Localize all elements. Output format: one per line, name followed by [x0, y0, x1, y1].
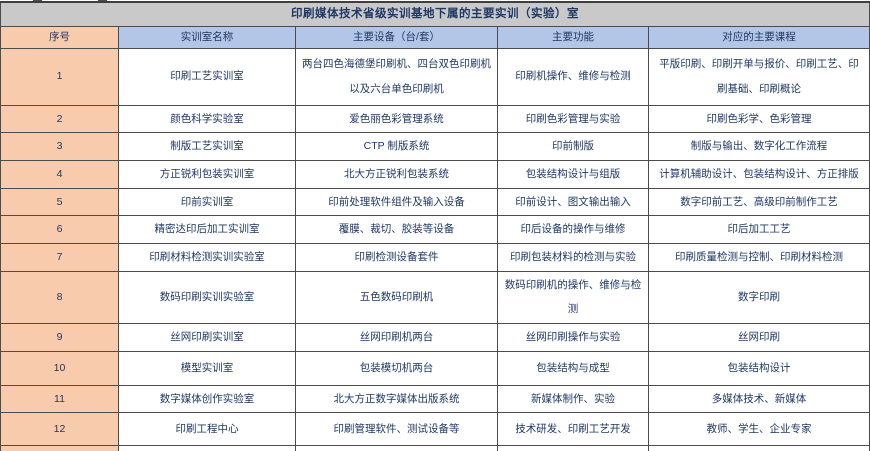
table-row: 2 颜色科学实验室 爱色丽色彩管理系统 印刷色彩管理与实验 印刷色彩学、色彩管理 [0, 104, 870, 134]
header-equipment: 主要设备（台/套） [295, 25, 498, 49]
cell-room-name: 印前实训室 [118, 187, 296, 217]
cell-courses: 多媒体技术、新媒体 [647, 384, 870, 414]
header-room-name: 实训室名称 [118, 25, 296, 49]
table-row: 8 数码印刷实训实验室 五色数码印刷机 数码印刷机的操作、维修与检测 数字印刷 [0, 270, 870, 324]
cell-functions: 技术研发、印刷工艺开发 [497, 412, 649, 447]
cell-no: 7 [0, 242, 119, 272]
table-title-row: 印刷媒体技术省级实训基地下属的主要实训（实验）室 [0, 1, 870, 27]
cell-courses: 数字印刷 [647, 270, 870, 324]
cell-courses: 学生、教师、社会团体 [647, 445, 870, 451]
table-body: 1 印刷工艺实训室 两台四色海德堡印刷机、四台双色印刷机以及六台单色印刷机 印刷机操作… [0, 47, 870, 451]
table-row: 10 模型实训室 包装模切机两台 包装结构与成型 包装结构设计 [0, 350, 870, 386]
cell-equipment: 印刷检测设备套件 [295, 242, 498, 272]
cell-equipment: 丝网印刷机两台 [295, 322, 498, 352]
cell-no: 10 [0, 350, 119, 386]
cell-room-name: 模型实训室 [118, 350, 296, 386]
cell-no: 4 [0, 159, 119, 189]
cell-room-name: 广州广科彩色印务有限公司 [118, 445, 296, 451]
cell-courses: 数字印前工艺、高级印前制作工艺 [647, 187, 870, 217]
cell-equipment: 覆膜、裁切、胶装等设备 [295, 215, 498, 244]
cell-no: 1 [0, 47, 119, 106]
table-row: 13广州广科彩色印务有限公司基于 11 个实训室设备实训、实验、生产、技能培养与… [0, 445, 870, 451]
cell-room-name: 制版工艺实训室 [118, 132, 296, 161]
cell-courses: 计算机辅助设计、包装结构设计、方正排版 [647, 159, 870, 189]
cell-no: 6 [0, 215, 119, 244]
cell-no: 8 [0, 270, 119, 324]
table-row: 3 制版工艺实训室 CTP 制版系统 印前制版 制版与输出、数字化工作流程 [0, 132, 870, 161]
cell-room-name: 印刷工程中心 [118, 412, 296, 447]
cell-no: 3 [0, 132, 119, 161]
cell-equipment: 包装模切机两台 [295, 350, 498, 386]
table-row: 11 数字媒体创作实验室 北大方正数字媒体出版系统 新媒体制作、实验 多媒体技术、新媒体 [0, 384, 870, 414]
cell-no: 12 [0, 412, 119, 447]
table-row: 1 印刷工艺实训室 两台四色海德堡印刷机、四台双色印刷机以及六台单色印刷机 印刷机操作… [0, 47, 870, 106]
cell-courses: 包装结构设计 [647, 350, 870, 386]
cell-equipment: 五色数码印刷机 [295, 270, 498, 324]
cell-room-name: 颜色科学实验室 [118, 104, 296, 134]
cell-equipment: 爱色丽色彩管理系统 [295, 104, 498, 134]
cell-no: 5 [0, 187, 119, 217]
cell-room-name: 丝网印刷实训室 [118, 322, 296, 352]
cell-functions: 印后设备的操作与维修 [497, 215, 649, 244]
cell-functions: 印前设计、图文输出输入 [497, 187, 649, 217]
cell-equipment: CTP 制版系统 [295, 132, 498, 161]
cell-room-name: 印刷工艺实训室 [118, 47, 296, 106]
cell-room-name: 方正锐利包装实训室 [118, 159, 296, 189]
cell-room-name: 印刷材料检测实训实验室 [118, 242, 296, 272]
cell-functions: 印刷色彩管理与实验 [497, 104, 649, 134]
header-courses: 对应的主要课程 [647, 25, 870, 49]
cell-functions: 新媒体制作、实验 [497, 384, 649, 414]
cell-equipment: 基于 11 个实训室设备 [295, 445, 498, 451]
cell-courses: 平版印刷、印刷开单与报价、印刷工艺、印刷基础、印刷概论 [647, 47, 870, 106]
cell-functions: 实训、实验、生产、技能培养与鉴定 [497, 445, 649, 451]
cell-functions: 印刷包装材料的检测与实验 [497, 242, 649, 272]
cell-equipment: 北大方正锐利包装系统 [295, 159, 498, 189]
cell-equipment: 两台四色海德堡印刷机、四台双色印刷机以及六台单色印刷机 [295, 47, 498, 106]
cell-courses: 丝网印刷 [647, 322, 870, 352]
cell-functions: 包装结构设计与组版 [497, 159, 649, 189]
cell-equipment: 北大方正数字媒体出版系统 [295, 384, 498, 414]
table-row: 12 印刷工程中心 印刷管理软件、测试设备等 技术研发、印刷工艺开发 教师、学生、企业专… [0, 412, 870, 447]
header-no: 序号 [0, 25, 119, 49]
cell-no: 9 [0, 322, 119, 352]
cell-functions: 印刷机操作、维修与检测 [497, 47, 649, 106]
cell-functions: 包装结构与成型 [497, 350, 649, 386]
table-title: 印刷媒体技术省级实训基地下属的主要实训（实验）室 [0, 1, 870, 27]
table-header-row: 序号 实训室名称 主要设备（台/套） 主要功能 对应的主要课程 [0, 25, 870, 49]
cell-equipment: 印前处理软件组件及输入设备 [295, 187, 498, 217]
table-row: 6 精密达印后加工实训室 覆膜、裁切、胶装等设备 印后设备的操作与维修 印后加工工艺 [0, 215, 870, 244]
cell-room-name: 数字媒体创作实验室 [118, 384, 296, 414]
cell-courses: 印后加工工艺 [647, 215, 870, 244]
cell-no: 13 [0, 445, 119, 451]
table-row: 5 印前实训室 印前处理软件组件及输入设备 印前设计、图文输出输入 数字印前工艺、高级印… [0, 187, 870, 217]
cell-courses: 印刷质量检测与控制、印刷材料检测 [647, 242, 870, 272]
cell-no: 11 [0, 384, 119, 414]
cell-room-name: 精密达印后加工实训室 [118, 215, 296, 244]
cell-functions: 印前制版 [497, 132, 649, 161]
table-row: 7 印刷材料检测实训实验室 印刷检测设备套件 印刷包装材料的检测与实验 印刷质量检测与控… [0, 242, 870, 272]
table-row: 9 丝网印刷实训室 丝网印刷机两台 丝网印刷操作与实验 丝网印刷 [0, 322, 870, 352]
table-row: 4 方正锐利包装实训室 北大方正锐利包装系统 包装结构设计与组版 计算机辅助设计、包装结… [0, 159, 870, 189]
cell-courses: 制版与输出、数字化工作流程 [647, 132, 870, 161]
header-functions: 主要功能 [497, 25, 649, 49]
cell-functions: 数码印刷机的操作、维修与检测 [497, 270, 649, 324]
cell-room-name: 数码印刷实训实验室 [118, 270, 296, 324]
cell-no: 2 [0, 104, 119, 134]
cell-equipment: 印刷管理软件、测试设备等 [295, 412, 498, 447]
cell-courses: 印刷色彩学、色彩管理 [647, 104, 870, 134]
cell-functions: 丝网印刷操作与实验 [497, 322, 649, 352]
cell-courses: 教师、学生、企业专家 [647, 412, 870, 447]
